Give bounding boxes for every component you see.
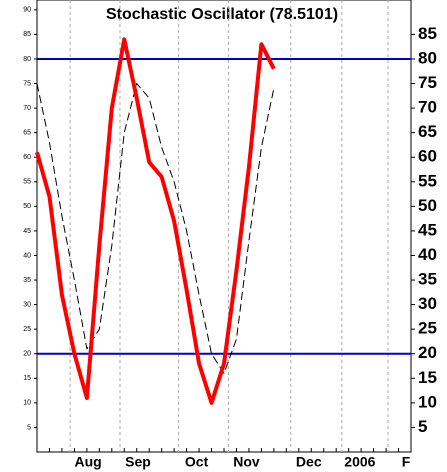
- x-tick-label: Oct: [185, 454, 209, 470]
- y-tick-label: 75: [23, 80, 31, 87]
- x-tick-label: Nov: [233, 454, 260, 470]
- y2-tick-label: 80: [418, 48, 437, 67]
- x-tick-label: Sep: [125, 454, 151, 470]
- y2-tick-label: 40: [418, 245, 437, 264]
- y-tick-label: 70: [23, 105, 31, 112]
- y2-tick-label: 10: [418, 392, 437, 411]
- y-tick-label: 5: [27, 424, 31, 431]
- plot-frame: [36, 0, 412, 453]
- y-tick-label: 80: [23, 56, 31, 63]
- y-tick-label: 20: [23, 351, 31, 358]
- y2-tick-label: 65: [418, 122, 437, 141]
- y-tick-label: 35: [23, 277, 31, 284]
- y2-tick-label: 75: [418, 73, 437, 92]
- y2-tick-label: 55: [418, 171, 437, 190]
- y2-tick-label: 25: [418, 319, 437, 338]
- chart-title: Stochastic Oscillator (78.5101): [106, 6, 338, 23]
- x-tick-label: Dec: [296, 454, 322, 470]
- x-tick-label: F: [402, 454, 411, 470]
- y2-tick-label: 70: [418, 98, 437, 117]
- y-tick-label: 40: [23, 252, 31, 259]
- y2-tick-label: 35: [418, 270, 437, 289]
- series-line: [35, 37, 276, 405]
- y2-tick-label: 15: [418, 368, 437, 387]
- y-tick-label: 55: [23, 179, 31, 186]
- y-tick-label: 50: [23, 203, 31, 210]
- y-tick-label: 30: [23, 301, 31, 308]
- series-line: [36, 83, 275, 374]
- x-tick-label: Aug: [75, 454, 102, 470]
- y-tick-label: 85: [23, 31, 31, 38]
- y-tick-label: 65: [23, 129, 31, 136]
- y2-tick-label: 60: [418, 147, 437, 166]
- y2-tick-label: 5: [418, 417, 427, 436]
- y2-tick-label: 30: [418, 294, 437, 313]
- y2-tick-label: 20: [418, 343, 437, 362]
- y2-tick-label: 50: [418, 196, 437, 215]
- y2-tick-label: 85: [418, 24, 437, 43]
- y-tick-label: 15: [23, 375, 31, 382]
- y-tick-label: 90: [23, 7, 31, 14]
- y-tick-label: 25: [23, 326, 31, 333]
- x-tick-label: 2006: [344, 454, 375, 470]
- y-tick-label: 60: [23, 154, 31, 161]
- y-tick-label: 45: [23, 228, 31, 235]
- y2-tick-label: 45: [418, 220, 437, 239]
- y-tick-label: 10: [23, 400, 31, 407]
